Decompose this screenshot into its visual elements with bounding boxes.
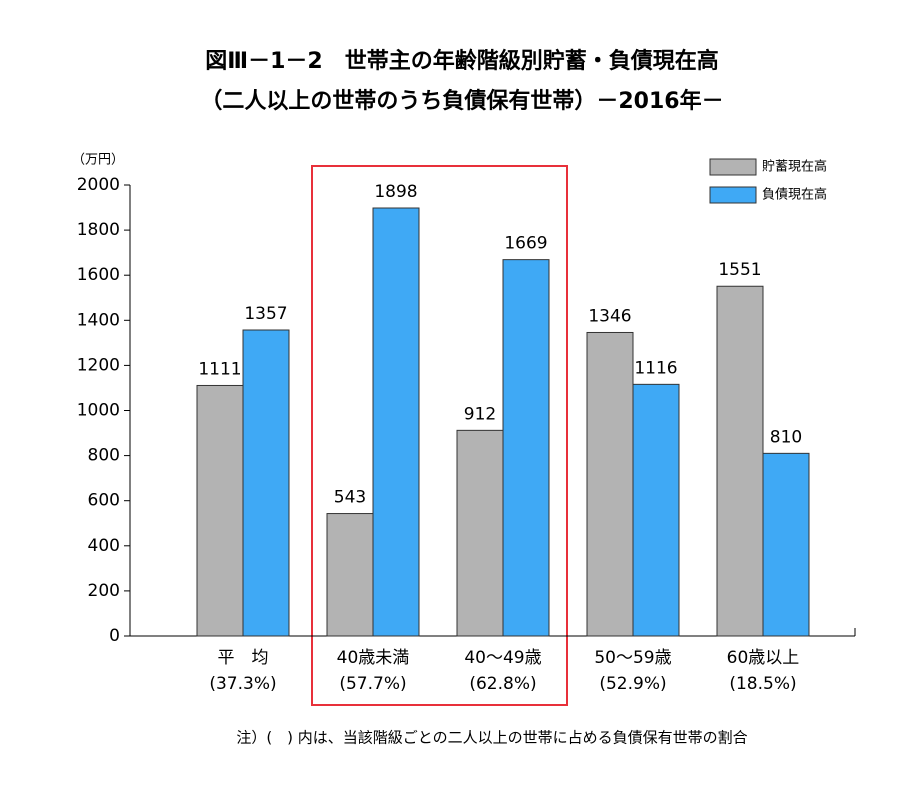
bar	[372, 207, 420, 637]
legend-label: 負債現在高	[762, 187, 827, 203]
x-tick-label: 40歳未満	[337, 648, 410, 668]
y-tick-label: 1600	[77, 265, 120, 285]
x-tick-note: (62.8%)	[469, 674, 536, 694]
legend-label: 貯蓄現在高	[762, 159, 827, 175]
legend-swatch	[709, 186, 757, 204]
data-label: 1357	[244, 304, 287, 324]
legend-swatch	[709, 158, 757, 176]
data-label: 1551	[718, 260, 761, 280]
y-tick-label: 800	[88, 446, 120, 466]
data-label: 1898	[374, 182, 417, 202]
x-tick-label: 60歳以上	[727, 648, 800, 668]
data-label: 543	[334, 488, 366, 508]
y-tick-label: 1000	[77, 401, 120, 421]
data-label: 1111	[198, 359, 241, 379]
y-tick-label: 1400	[77, 310, 120, 330]
bar	[632, 383, 680, 637]
bar	[242, 329, 290, 637]
x-tick-note: (18.5%)	[729, 674, 796, 694]
y-tick-label: 0	[109, 626, 120, 646]
y-tick-label: 400	[88, 536, 120, 556]
bar	[326, 513, 374, 637]
bar	[456, 429, 504, 637]
y-axis-label: （万円）	[72, 153, 124, 168]
x-tick-label: 40～49歳	[464, 648, 541, 668]
x-tick-note: (37.3%)	[209, 674, 276, 694]
bar	[502, 259, 550, 637]
footnote: 注）( ) 内は、当該階級ごとの二人以上の世帯に占める負債保有世帯の割合	[236, 729, 747, 747]
data-label: 1346	[588, 306, 631, 326]
y-tick-label: 2000	[77, 175, 120, 195]
y-tick-label: 1800	[77, 220, 120, 240]
x-tick-label: 平 均	[218, 648, 269, 668]
y-tick-label: 1200	[77, 355, 120, 375]
chart-title: 図Ⅲ－1－2 世帯主の年齢階級別貯蓄・負債現在高	[205, 48, 718, 74]
x-tick-note: (57.7%)	[339, 674, 406, 694]
highlight-box	[311, 165, 568, 706]
y-tick-label: 600	[88, 491, 120, 511]
data-label: 810	[770, 427, 802, 447]
y-tick-label: 200	[88, 581, 120, 601]
x-tick-label: 50～59歳	[594, 648, 671, 668]
data-label: 912	[464, 404, 496, 424]
bar	[586, 331, 634, 637]
bar	[196, 384, 244, 637]
bar	[762, 452, 810, 637]
data-label: 1116	[634, 358, 677, 378]
chart-subtitle: （二人以上の世帯のうち負債保有世帯）－2016年－	[200, 88, 723, 114]
x-tick-note: (52.9%)	[599, 674, 666, 694]
data-label: 1669	[504, 234, 547, 254]
bar	[716, 285, 764, 637]
